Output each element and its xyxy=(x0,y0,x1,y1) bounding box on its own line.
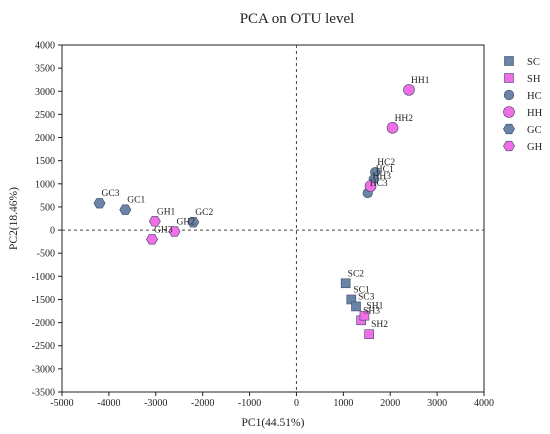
y-tick-label: -500 xyxy=(37,249,55,260)
y-tick-label: 2000 xyxy=(35,133,55,144)
point-label-hc1: HC1 xyxy=(376,165,394,175)
legend-label-gh: GH xyxy=(527,142,543,153)
data-point-gh2 xyxy=(168,226,181,237)
y-tick-label: -1000 xyxy=(32,272,55,283)
legend-label-sh: SH xyxy=(527,74,541,85)
data-point-sc2 xyxy=(340,278,351,289)
y-tick-label: -3500 xyxy=(32,388,55,399)
x-tick-label: -4000 xyxy=(97,398,120,409)
point-label-sh3: SH3 xyxy=(363,306,380,316)
x-tick-label: 0 xyxy=(294,398,299,409)
x-tick-label: 1000 xyxy=(333,398,353,409)
y-axis-label: PC2(18.46%) xyxy=(8,187,20,250)
data-point-gc3 xyxy=(93,198,106,209)
data-points xyxy=(93,84,415,339)
x-axis-ticks: -5000 -4000 -3000 -2000 -1000 0 1000 2000 3000 40… xyxy=(50,392,494,409)
legend-label-sc: SC xyxy=(527,57,540,68)
data-point-sc3 xyxy=(351,301,361,312)
point-label-sh1: SH1 xyxy=(366,302,383,312)
x-tick-label: -1000 xyxy=(238,398,261,409)
point-label-gc3: GC3 xyxy=(102,189,120,199)
point-label-gh2: GH2 xyxy=(177,217,196,227)
y-tick-label: 500 xyxy=(40,202,55,213)
point-label-hh3: HH3 xyxy=(373,172,392,182)
legend-marker-sh xyxy=(504,73,514,83)
y-tick-label: -2000 xyxy=(32,318,55,329)
y-tick-label: 1500 xyxy=(35,156,55,167)
reference-lines xyxy=(62,45,484,392)
data-point-gc2 xyxy=(187,217,200,228)
point-label-sc2: SC2 xyxy=(348,269,365,279)
point-label-hc2: HC2 xyxy=(377,158,395,168)
point-label-gc1: GC1 xyxy=(127,196,145,206)
data-point-hh1 xyxy=(403,84,415,96)
y-tick-label: 0 xyxy=(50,226,55,237)
point-label-sc3: SC3 xyxy=(358,292,375,302)
x-tick-label: -3000 xyxy=(144,398,167,409)
data-point-gh3 xyxy=(146,234,158,245)
legend-label-hh: HH xyxy=(527,108,543,119)
y-tick-label: -3000 xyxy=(32,364,55,375)
y-tick-label: 3000 xyxy=(35,87,55,98)
legend-marker-gc xyxy=(503,123,515,135)
chart-title: PCA on OTU level xyxy=(240,11,355,27)
point-label-hh1: HH1 xyxy=(411,76,430,86)
y-tick-label: 2500 xyxy=(35,110,55,121)
point-label-gh1: GH1 xyxy=(157,207,176,217)
legend-marker-hc xyxy=(503,89,515,101)
point-label-sh2: SH2 xyxy=(371,320,388,330)
y-axis-ticks: 4000 3500 3000 2500 2000 1500 1000 500 0 -500 -100… xyxy=(32,41,62,399)
data-point-sh2 xyxy=(364,329,374,339)
legend-marker-gh xyxy=(503,140,515,152)
legend-marker-sc xyxy=(504,56,514,66)
y-tick-label: 3500 xyxy=(35,64,55,75)
y-tick-label: 4000 xyxy=(35,41,55,52)
point-label-hh2: HH2 xyxy=(395,114,414,124)
point-label-gc2: GC2 xyxy=(195,208,213,218)
data-point-hh2 xyxy=(386,122,399,134)
x-tick-label: -2000 xyxy=(191,398,214,409)
x-tick-label: 2000 xyxy=(380,398,400,409)
legend-marker-hh xyxy=(503,106,515,118)
legend-label-hc: HC xyxy=(527,91,542,102)
data-point-gh1 xyxy=(148,216,161,227)
plot-frame xyxy=(61,44,485,393)
x-axis-label: PC1(44.51%) xyxy=(242,417,305,429)
data-point-gc1 xyxy=(119,204,132,215)
y-tick-label: 1000 xyxy=(35,179,55,190)
x-tick-label: 3000 xyxy=(427,398,447,409)
point-label-gh3: GH3 xyxy=(154,225,173,235)
y-tick-label: -1500 xyxy=(32,295,55,306)
x-tick-label: -5000 xyxy=(50,398,73,409)
x-tick-label: 4000 xyxy=(474,398,494,409)
legend: SC SH HC HH GC GH xyxy=(503,56,543,153)
data-point-hh3 xyxy=(364,180,377,192)
point-label-sc1: SC1 xyxy=(353,285,370,295)
legend-label-gc: GC xyxy=(527,125,542,136)
data-point-sh1 xyxy=(359,310,370,321)
y-tick-label: -2500 xyxy=(32,341,55,352)
point-label-hc3: HC3 xyxy=(370,179,388,189)
